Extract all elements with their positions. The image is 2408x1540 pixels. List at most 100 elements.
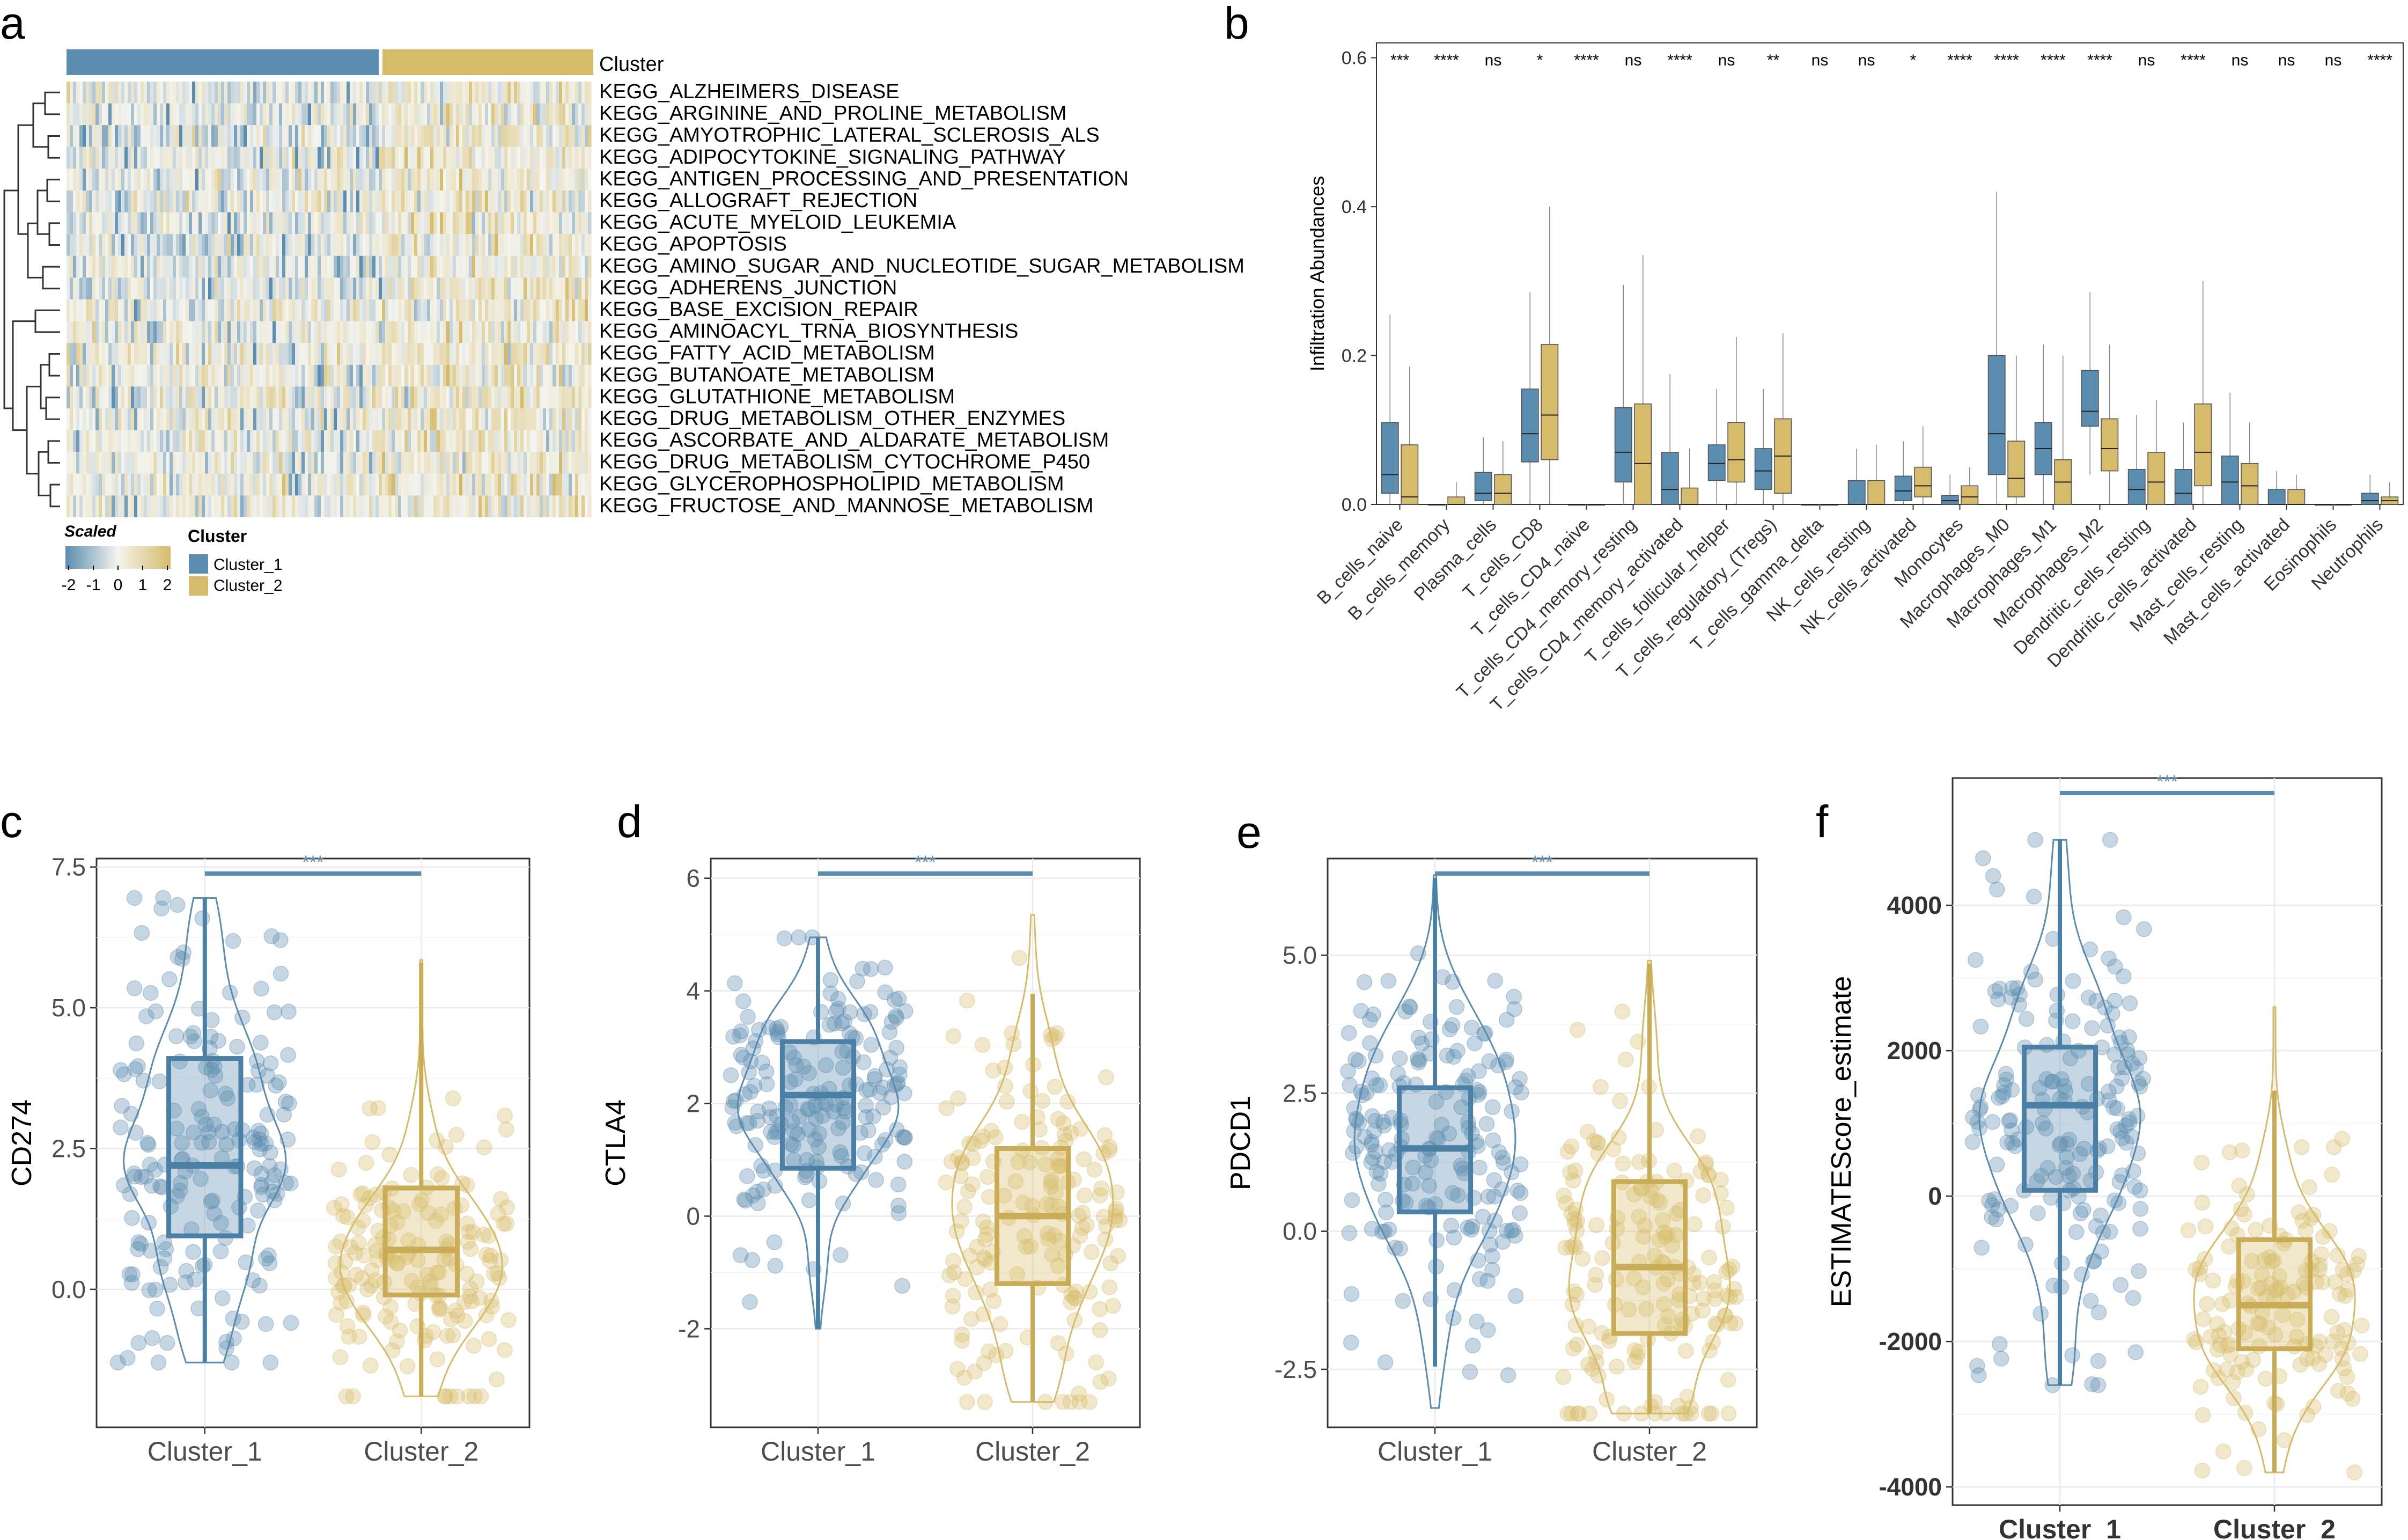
heatmap-cell bbox=[375, 321, 379, 343]
heatmap-cell bbox=[382, 125, 386, 147]
heatmap-cell bbox=[401, 103, 405, 126]
heatmap-cell bbox=[231, 364, 234, 387]
y-tick-label: 5.0 bbox=[1283, 941, 1317, 969]
heatmap-cell bbox=[92, 234, 96, 256]
data-point bbox=[811, 1139, 827, 1155]
significance-label: ** bbox=[1767, 52, 1780, 69]
heatmap-cell bbox=[363, 277, 366, 299]
heatmap-cell bbox=[540, 168, 543, 190]
heatmap-cell bbox=[131, 321, 135, 343]
heatmap-cell bbox=[540, 146, 543, 169]
heatmap-cell bbox=[289, 234, 292, 256]
heatmap-cell bbox=[337, 255, 341, 278]
heatmap-cell bbox=[404, 146, 408, 169]
significance-label: **** bbox=[2087, 52, 2112, 69]
heatmap-cell bbox=[478, 430, 482, 452]
heatmap-cell bbox=[501, 452, 505, 474]
heatmap-cell bbox=[363, 473, 366, 496]
heatmap-cell bbox=[83, 430, 86, 452]
heatmap-cell bbox=[253, 103, 257, 126]
data-point bbox=[395, 1203, 411, 1220]
heatmap-cell bbox=[195, 146, 199, 169]
heatmap-cell bbox=[433, 190, 437, 212]
heatmap-cell bbox=[363, 364, 366, 387]
heatmap-cell bbox=[282, 473, 286, 496]
heatmap-cell bbox=[491, 190, 495, 212]
heatmap-cell bbox=[588, 408, 592, 430]
heatmap-cell bbox=[321, 452, 325, 474]
heatmap-cell bbox=[585, 343, 588, 365]
heatmap-cell bbox=[562, 82, 566, 104]
data-point bbox=[140, 1136, 157, 1153]
heatmap-cell bbox=[459, 364, 463, 387]
data-point bbox=[468, 1273, 485, 1290]
heatmap-cell bbox=[369, 103, 373, 126]
heatmap-cell bbox=[488, 255, 492, 278]
data-point bbox=[2030, 1205, 2046, 1221]
heatmap-cell bbox=[105, 408, 109, 430]
heatmap-cell bbox=[427, 255, 431, 278]
heatmap-cell bbox=[253, 125, 257, 147]
data-point bbox=[2118, 1134, 2134, 1151]
heatmap-cell bbox=[285, 495, 289, 517]
data-point bbox=[1378, 1191, 1394, 1208]
heatmap-cell bbox=[86, 452, 90, 474]
heatmap-cell bbox=[485, 430, 489, 452]
heatmap-cell bbox=[215, 168, 218, 190]
heatmap-cell bbox=[292, 452, 296, 474]
data-point bbox=[1346, 1123, 1362, 1139]
heatmap-cell bbox=[227, 386, 231, 408]
heatmap-cell bbox=[388, 430, 392, 452]
data-point bbox=[1353, 1003, 1369, 1019]
data-point bbox=[389, 1255, 406, 1271]
heatmap-cell bbox=[379, 343, 382, 365]
heatmap-cell bbox=[546, 343, 550, 365]
cluster-annotation-cluster1 bbox=[67, 49, 379, 75]
box-cluster2 bbox=[1914, 466, 1932, 497]
data-point bbox=[201, 1124, 217, 1140]
heatmap-cell bbox=[269, 103, 273, 126]
heatmap-cell bbox=[385, 212, 389, 234]
data-point bbox=[892, 1059, 908, 1075]
heatmap-cell bbox=[321, 103, 325, 126]
heatmap-cell bbox=[195, 343, 199, 365]
data-point bbox=[403, 1167, 419, 1183]
heatmap-cell bbox=[182, 255, 186, 278]
heatmap-cell bbox=[504, 364, 508, 387]
data-point bbox=[821, 1017, 838, 1033]
heatmap-cell bbox=[414, 364, 418, 387]
data-point bbox=[144, 1178, 160, 1194]
heatmap-cell bbox=[244, 430, 247, 452]
heatmap-cell bbox=[211, 277, 215, 299]
data-point bbox=[1353, 1083, 1369, 1099]
heatmap-cell bbox=[218, 82, 222, 104]
data-point bbox=[218, 1333, 234, 1350]
heatmap-cell bbox=[388, 146, 392, 169]
heatmap-cell bbox=[128, 146, 131, 169]
heatmap-cell bbox=[359, 364, 363, 387]
heatmap-cell bbox=[86, 212, 90, 234]
data-point bbox=[1417, 1164, 1434, 1180]
heatmap-cell bbox=[478, 234, 482, 256]
heatmap-cell bbox=[118, 321, 122, 343]
heatmap-cell bbox=[433, 234, 437, 256]
heatmap-cell bbox=[237, 473, 241, 496]
heatmap-cell bbox=[527, 495, 531, 517]
heatmap-cell bbox=[466, 168, 469, 190]
heatmap-cell bbox=[170, 82, 173, 104]
heatmap-cell bbox=[581, 212, 585, 234]
heatmap-cell bbox=[562, 495, 566, 517]
heatmap-cell bbox=[398, 168, 402, 190]
heatmap-cell bbox=[70, 168, 73, 190]
heatmap-cell bbox=[366, 364, 370, 387]
heatmap-cell bbox=[253, 168, 257, 190]
heatmap-cell bbox=[160, 495, 164, 517]
heatmap-cell bbox=[263, 255, 267, 278]
heatmap-cell bbox=[462, 452, 466, 474]
data-point bbox=[2131, 1263, 2147, 1279]
data-point bbox=[348, 1266, 364, 1283]
dendrogram-branch bbox=[40, 364, 49, 409]
heatmap-cell bbox=[398, 321, 402, 343]
heatmap-cell bbox=[73, 343, 77, 365]
heatmap-cell bbox=[170, 495, 173, 517]
